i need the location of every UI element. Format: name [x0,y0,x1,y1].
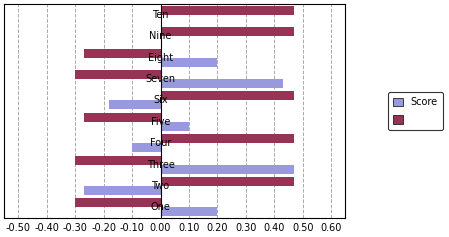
Bar [110,100,161,109]
Bar [84,113,161,122]
Text: One: One [150,202,171,212]
Bar [161,134,294,143]
Bar [161,79,283,88]
Bar [161,58,217,67]
Bar [75,198,161,207]
Bar [161,164,294,173]
Text: Two: Two [151,181,170,191]
Text: Five: Five [151,117,170,127]
Text: Three: Three [146,160,175,169]
Text: Four: Four [150,138,171,148]
Text: Nine: Nine [150,31,172,41]
Text: Eight: Eight [148,53,173,63]
Text: Ten: Ten [152,10,169,20]
Bar [84,49,161,58]
Text: Six: Six [153,95,168,105]
Bar [84,186,161,195]
Bar [161,91,294,100]
Bar [132,143,161,152]
Bar [75,70,161,79]
Text: Seven: Seven [145,74,176,84]
Bar [161,6,294,15]
Legend: Score, : Score, [388,92,443,130]
Bar [161,27,294,36]
Bar [161,122,189,131]
Bar [75,155,161,164]
Bar [161,177,294,186]
Bar [161,207,217,216]
